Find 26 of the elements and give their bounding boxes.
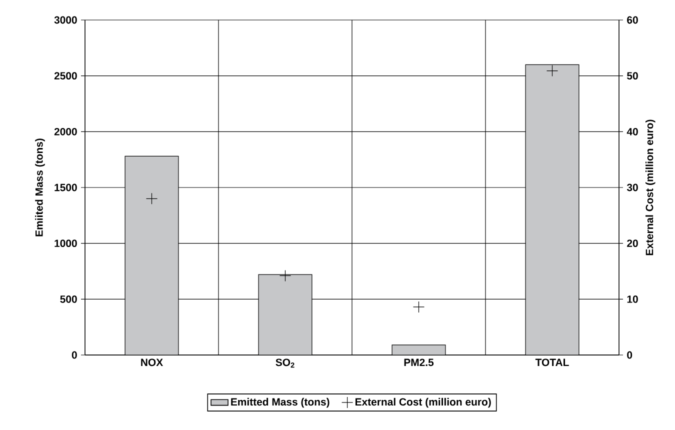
x-tick-label: PM2.5	[404, 358, 434, 366]
y2-tick-label: 30	[626, 184, 638, 192]
y-tick-label: 0	[72, 351, 77, 359]
legend-label: Emitted Mass (tons)	[231, 398, 330, 408]
y2-axis-title: External Cost (million euro)	[646, 120, 656, 256]
point	[412, 301, 425, 313]
point	[279, 270, 292, 282]
y-tick-label: 3000	[54, 16, 77, 24]
point	[546, 65, 558, 77]
y2-tick-label: 40	[626, 128, 638, 136]
legend-label: External Cost (million euro)	[356, 398, 491, 408]
y2-tick-label: 50	[627, 72, 638, 80]
x-tick-label: NOX	[141, 358, 163, 366]
y-tick-label: 1500	[54, 184, 77, 192]
y-tick-label: 2500	[54, 72, 77, 80]
y2-tick-label: 0	[627, 351, 632, 359]
y-tick-label: 2000	[54, 128, 77, 136]
y-tick-label: 500	[60, 295, 77, 303]
y2-tick-label: 20	[627, 240, 638, 248]
y-axis-title: Emiited Mass (tons)	[35, 138, 45, 236]
x-tick-label: TOTAL	[535, 358, 569, 366]
y-tick-label: 1000	[54, 240, 77, 248]
x-tick-label: SO$_{2}$	[276, 358, 294, 368]
y2-tick-label: 10	[627, 295, 638, 303]
y2-tick-label: 60	[627, 16, 638, 24]
point	[146, 192, 158, 204]
